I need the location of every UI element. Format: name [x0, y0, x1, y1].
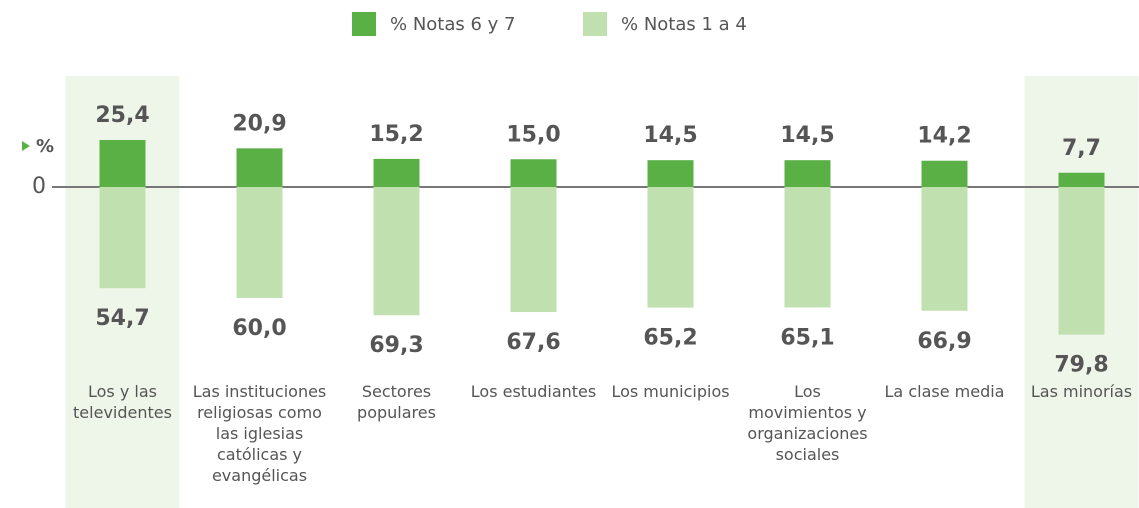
category-label: Los movimientos y organizaciones sociale…: [747, 382, 868, 464]
y-axis-label: %: [36, 136, 54, 157]
value-label: 60,0: [232, 316, 286, 341]
bar-negative: [373, 187, 420, 316]
category-label: Las minorías: [1030, 382, 1133, 401]
axis-arrow: [22, 141, 30, 151]
value-label: 7,7: [1062, 136, 1101, 161]
y-tick-label: 0: [32, 174, 46, 199]
category-label: Las instituciones religiosas como las ig…: [192, 382, 327, 485]
value-label: 14,5: [780, 123, 834, 148]
legend-swatch: [352, 12, 376, 36]
bar-positive: [1058, 172, 1105, 187]
bar-negative: [510, 187, 557, 313]
category-label: Los y las televidentes: [73, 382, 172, 422]
bar-negative: [784, 187, 831, 308]
value-label: 25,4: [95, 103, 149, 128]
value-label: 14,5: [643, 123, 697, 148]
category-label: Los estudiantes: [470, 382, 597, 401]
bar-negative: [99, 187, 146, 289]
bar-negative: [647, 187, 694, 308]
value-label: 65,2: [643, 326, 697, 351]
category-label: Sectores populares: [357, 382, 436, 422]
legend-swatch: [583, 12, 607, 36]
value-label: 79,8: [1054, 353, 1108, 378]
bar-positive: [784, 160, 831, 187]
value-label: 15,2: [369, 122, 423, 147]
value-label: 14,2: [917, 124, 971, 149]
bar-positive: [921, 160, 968, 187]
bar-negative: [1058, 187, 1105, 335]
bar-positive: [236, 148, 283, 187]
legend-label: % Notas 1 a 4: [621, 14, 747, 35]
value-label: 67,6: [506, 330, 560, 355]
value-label: 15,0: [506, 122, 560, 147]
bar-negative: [236, 187, 283, 298]
bar-positive: [510, 159, 557, 187]
bar-negative: [921, 187, 968, 311]
value-label: 54,7: [95, 306, 149, 331]
bar-positive: [647, 160, 694, 187]
value-label: 65,1: [780, 325, 834, 350]
legend-label: % Notas 6 y 7: [390, 14, 516, 35]
bar-positive: [373, 158, 420, 187]
category-label: La clase media: [884, 382, 1005, 401]
value-label: 66,9: [917, 329, 971, 354]
value-label: 20,9: [232, 111, 286, 136]
bar-positive: [99, 140, 146, 187]
category-label: Los municipios: [611, 382, 730, 401]
value-label: 69,3: [369, 333, 423, 358]
